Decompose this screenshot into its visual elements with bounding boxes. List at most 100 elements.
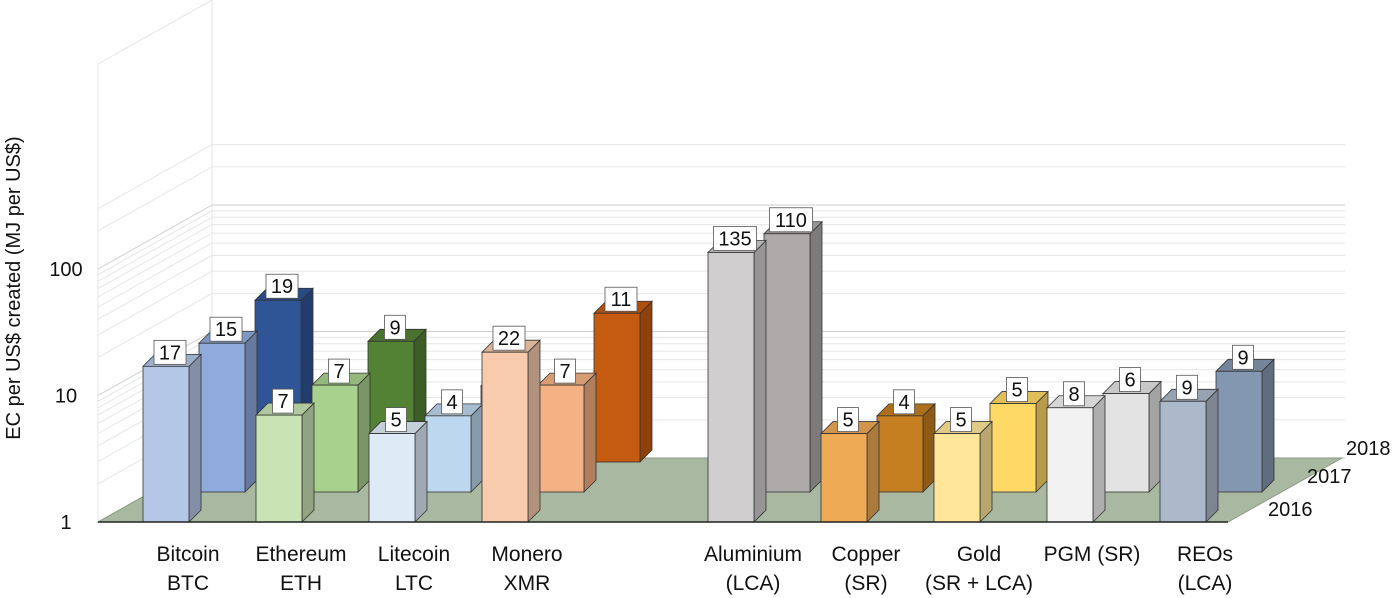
data-label-text: 5 — [842, 410, 853, 432]
category-label: Aluminium — [704, 543, 802, 566]
bar-front — [820, 433, 868, 523]
bar — [198, 330, 258, 493]
bar-front — [368, 433, 416, 523]
bar-front — [198, 342, 246, 493]
data-label-box — [265, 273, 299, 299]
bar-front — [593, 312, 641, 463]
bar — [142, 353, 202, 523]
data-label: 9 — [384, 314, 406, 340]
bar-side — [1035, 390, 1049, 493]
data-label-box — [153, 339, 187, 365]
category-label: Litecoin — [378, 543, 450, 566]
gridline-side — [97, 232, 213, 298]
gridline-side — [97, 210, 213, 276]
data-label-text: 11 — [611, 289, 632, 311]
gridline-side — [97, 292, 213, 358]
bar-side — [979, 420, 993, 523]
data-label-text: 4 — [446, 392, 457, 414]
category-sublabel: BTC — [167, 572, 209, 595]
bar — [1215, 358, 1275, 493]
bar — [820, 420, 880, 523]
data-label-box — [272, 388, 294, 414]
bar — [1102, 380, 1162, 493]
gridline-side — [97, 254, 213, 320]
category-sublabel: (SR + LCA) — [925, 572, 1033, 595]
gridline-side — [97, 144, 213, 210]
data-label: 6 — [1119, 367, 1141, 392]
bar — [311, 372, 371, 493]
bar-side — [414, 420, 428, 523]
category-sublabel: (LCA) — [1178, 572, 1233, 595]
gridline-side — [97, 204, 213, 270]
bar-side — [583, 372, 597, 493]
data-label-text: 8 — [1068, 384, 1079, 406]
depth-label: 2018 — [1346, 438, 1391, 460]
bar — [707, 239, 767, 523]
bar-side — [470, 402, 484, 493]
data-label: 19 — [265, 273, 299, 299]
data-label-text: 9 — [389, 317, 400, 339]
data-label: 9 — [1176, 374, 1198, 400]
bar-side — [244, 330, 258, 493]
bars — [142, 220, 1275, 523]
bar-side — [357, 372, 371, 493]
data-label: 5 — [950, 407, 972, 432]
category-label: Monero — [491, 543, 562, 566]
category-sublabel: LTC — [395, 572, 433, 595]
data-label: 9 — [1232, 344, 1254, 370]
bar — [255, 402, 315, 523]
bar-side — [1205, 388, 1219, 523]
data-label: 7 — [328, 358, 350, 384]
data-label-text: 7 — [333, 361, 344, 383]
data-label-box — [492, 325, 526, 351]
data-label-box — [385, 407, 407, 432]
bar-front — [989, 403, 1037, 493]
data-label-box — [1176, 374, 1198, 400]
depth-label: 2016 — [1268, 499, 1313, 521]
data-label-text: 4 — [898, 392, 909, 414]
bar-side — [301, 402, 315, 523]
bar-side — [753, 239, 767, 523]
bar-front — [311, 384, 359, 493]
data-label-box — [441, 389, 463, 415]
data-label: 5 — [1006, 377, 1028, 402]
category-label: REOs — [1177, 543, 1233, 566]
category-label: Ethereum — [255, 543, 346, 566]
data-label-box — [209, 316, 243, 342]
data-label-box — [1006, 377, 1028, 402]
data-label: 8 — [1063, 381, 1085, 407]
bar-side — [1092, 394, 1106, 523]
bar-front — [481, 351, 529, 523]
bar-front — [1102, 393, 1150, 493]
gridline-side — [97, 224, 213, 290]
data-label-box — [950, 407, 972, 432]
data-label: 11 — [604, 286, 638, 312]
bar-front — [933, 433, 981, 523]
data-label-box — [1232, 344, 1254, 370]
bar — [876, 402, 936, 493]
bar — [537, 372, 597, 493]
data-label-text: 110 — [775, 210, 807, 232]
data-label-box — [384, 314, 406, 340]
y-tick-label: 10 — [55, 386, 77, 408]
data-label-text: 9 — [1237, 347, 1248, 369]
bar — [481, 339, 541, 523]
data-label: 5 — [385, 407, 407, 432]
data-label-text: 5 — [955, 410, 966, 432]
data-label-text: 17 — [159, 342, 181, 364]
category-label: PGM (SR) — [1044, 543, 1141, 566]
category-label: Bitcoin — [156, 543, 219, 566]
bar — [763, 220, 823, 493]
bar-front — [876, 415, 924, 493]
data-label-box — [1063, 381, 1085, 407]
data-label-text: 5 — [390, 410, 401, 432]
bar-side — [188, 353, 202, 523]
bar-side — [922, 402, 936, 493]
bar-front — [1159, 400, 1207, 523]
bar-front — [537, 384, 585, 493]
data-label-text: 19 — [271, 276, 293, 298]
data-label-box — [769, 207, 813, 233]
bar-side — [1148, 380, 1162, 493]
gridline-side — [97, 216, 213, 282]
